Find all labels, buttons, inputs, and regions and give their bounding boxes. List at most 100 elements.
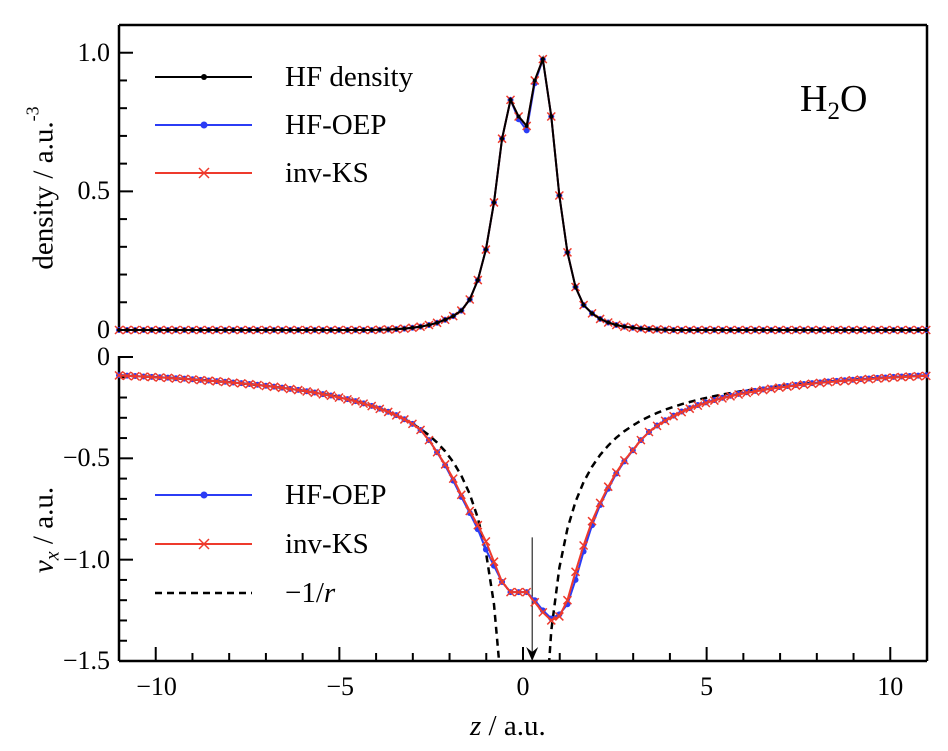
data-point-invks-potential xyxy=(791,381,801,391)
series-line-coulomb-potential xyxy=(118,374,501,661)
data-point-hf-density xyxy=(883,328,888,332)
data-point-hf-density xyxy=(491,200,496,205)
data-point-hf-density xyxy=(801,328,806,332)
data-point-oep-potential xyxy=(482,546,489,553)
data-point-hf-density xyxy=(361,328,366,332)
data-point-hf-density xyxy=(263,328,268,332)
data-point-invks-potential xyxy=(595,498,605,508)
data-point-hf-density xyxy=(328,328,333,332)
data-point-invks-potential xyxy=(187,374,197,385)
data-point-hf-density xyxy=(785,328,790,332)
data-point-invks-potential xyxy=(326,391,336,401)
data-point-invks-potential xyxy=(481,536,491,546)
data-point-hf-density xyxy=(581,303,586,308)
data-point-invks-potential xyxy=(611,467,621,478)
data-point-invks-potential xyxy=(163,373,173,383)
data-point-hf-density xyxy=(223,328,228,332)
annotation-o: O xyxy=(839,78,868,120)
data-point-invks-potential xyxy=(228,378,238,388)
data-point-invks-potential xyxy=(122,371,132,381)
data-point-hf-density xyxy=(149,328,154,332)
data-point-hf-density xyxy=(483,247,488,252)
data-point-hf-density xyxy=(125,328,130,332)
data-point-hf-density xyxy=(467,297,472,302)
data-point-invks-potential xyxy=(546,615,556,625)
data-point-invks-potential xyxy=(497,577,507,587)
data-point-hf-density xyxy=(369,328,374,332)
data-point-invks-potential xyxy=(318,389,328,399)
data-point-invks-potential xyxy=(619,455,629,465)
data-point-hf-density xyxy=(590,311,595,316)
data-point-invks-potential xyxy=(391,410,401,420)
data-point-invks-potential xyxy=(872,373,882,384)
data-point-invks-potential xyxy=(562,595,572,605)
data-point-hf-density xyxy=(744,328,749,332)
data-point-hf-density xyxy=(736,328,741,332)
data-point-hf-density xyxy=(173,328,178,332)
data-point-hf-density xyxy=(638,326,643,331)
data-point-hf-density xyxy=(598,316,603,321)
data-point-hf-density xyxy=(198,328,203,332)
data-point-invks-potential xyxy=(285,384,295,394)
x-tick-label: 10 xyxy=(877,672,904,701)
data-point-hf-density xyxy=(239,328,244,332)
data-point-invks-potential xyxy=(709,396,719,406)
x-axis-label: z / a.u. xyxy=(470,712,546,741)
data-point-hf-density xyxy=(630,325,635,330)
data-point-hf-density xyxy=(777,328,782,332)
data-point-invks-potential xyxy=(652,421,662,431)
data-point-hf-density xyxy=(214,328,219,332)
data-point-invks-potential xyxy=(432,447,442,457)
data-point-hf-density xyxy=(606,320,611,325)
legend-markers xyxy=(155,74,252,595)
data-point-hf-density xyxy=(850,328,855,332)
data-point-invks-potential xyxy=(244,379,254,389)
data-point-invks-potential xyxy=(856,375,866,385)
data-point-hf-density xyxy=(712,328,717,332)
data-point-invks-potential xyxy=(171,373,181,384)
x-tick-label: −10 xyxy=(136,672,177,701)
data-point-invks-potential xyxy=(832,376,842,387)
series-line-hf-density xyxy=(119,55,927,331)
data-point-hf-density xyxy=(500,136,505,141)
data-point-hf-density xyxy=(679,328,684,332)
potential-y-label-unit: / a.u. xyxy=(27,486,60,552)
data-point-hf-density xyxy=(858,328,863,332)
legend-top-inv-ks: inv-KS xyxy=(285,157,369,189)
data-point-hf-density xyxy=(516,114,521,119)
data-point-invks-potential xyxy=(212,376,222,386)
data-point-invks-potential xyxy=(383,407,393,417)
data-point-invks-potential xyxy=(823,377,833,387)
y-tick-label-potential: −1.5 xyxy=(62,646,110,675)
data-point-invks-potential xyxy=(685,404,695,414)
data-point-hf-density xyxy=(866,328,871,332)
potential-y-label-sub: x xyxy=(41,551,64,561)
density-panel xyxy=(114,54,931,335)
data-point-hf-density xyxy=(826,328,831,332)
data-point-invks-potential xyxy=(815,378,825,388)
data-point-invks-potential xyxy=(644,427,654,437)
data-point-hf-density xyxy=(728,328,733,332)
data-point-invks-potential xyxy=(505,587,516,597)
data-point-invks-potential xyxy=(522,587,532,597)
data-point-hf-density xyxy=(394,327,399,332)
x-tick-label: −5 xyxy=(326,672,355,701)
legend-bottom-hf-oep: HF-OEP xyxy=(285,479,387,511)
molecule-annotation: H2O xyxy=(800,78,868,124)
data-point-hf-density xyxy=(443,317,448,322)
data-point-invks-potential xyxy=(570,567,581,577)
data-point-invks-potential xyxy=(310,388,320,398)
data-point-hf-density xyxy=(426,323,431,328)
data-point-hf-density xyxy=(663,327,668,332)
data-point-invks-potential xyxy=(367,401,377,411)
y-tick-label-density: 0.5 xyxy=(77,176,111,206)
data-point-hf-density xyxy=(753,328,758,332)
data-point-hf-density xyxy=(540,57,545,62)
data-point-hf-density xyxy=(842,328,847,332)
data-point-invks-potential xyxy=(725,391,736,401)
data-point-hf-density xyxy=(834,328,839,332)
data-point-invks-potential xyxy=(147,372,157,382)
y-tick-label-density: 1.0 xyxy=(77,37,111,67)
series-line-invks-potential xyxy=(118,374,927,622)
